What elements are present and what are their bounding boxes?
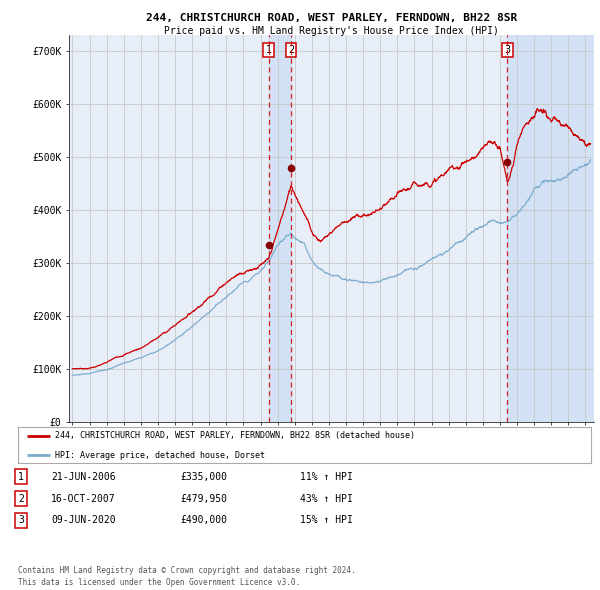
Text: 21-JUN-2006: 21-JUN-2006	[51, 472, 116, 481]
Text: 11% ↑ HPI: 11% ↑ HPI	[300, 472, 353, 481]
Text: 244, CHRISTCHURCH ROAD, WEST PARLEY, FERNDOWN, BH22 8SR: 244, CHRISTCHURCH ROAD, WEST PARLEY, FER…	[146, 13, 517, 23]
Text: 1: 1	[18, 472, 24, 481]
Text: 16-OCT-2007: 16-OCT-2007	[51, 494, 116, 503]
Text: 1: 1	[266, 45, 272, 55]
Text: £479,950: £479,950	[180, 494, 227, 503]
Text: 43% ↑ HPI: 43% ↑ HPI	[300, 494, 353, 503]
Text: Price paid vs. HM Land Registry's House Price Index (HPI): Price paid vs. HM Land Registry's House …	[164, 26, 499, 36]
Text: HPI: Average price, detached house, Dorset: HPI: Average price, detached house, Dors…	[55, 451, 265, 460]
Bar	[269, 35, 291, 422]
Bar	[508, 35, 594, 422]
Text: 3: 3	[505, 45, 511, 55]
Text: £490,000: £490,000	[180, 516, 227, 525]
Text: 244, CHRISTCHURCH ROAD, WEST PARLEY, FERNDOWN, BH22 8SR (detached house): 244, CHRISTCHURCH ROAD, WEST PARLEY, FER…	[55, 431, 415, 440]
Text: Contains HM Land Registry data © Crown copyright and database right 2024.
This d: Contains HM Land Registry data © Crown c…	[18, 566, 356, 587]
Text: 2: 2	[18, 494, 24, 503]
Text: £335,000: £335,000	[180, 472, 227, 481]
Text: 2: 2	[288, 45, 294, 55]
Text: 09-JUN-2020: 09-JUN-2020	[51, 516, 116, 525]
Text: 3: 3	[18, 516, 24, 525]
Text: 15% ↑ HPI: 15% ↑ HPI	[300, 516, 353, 525]
